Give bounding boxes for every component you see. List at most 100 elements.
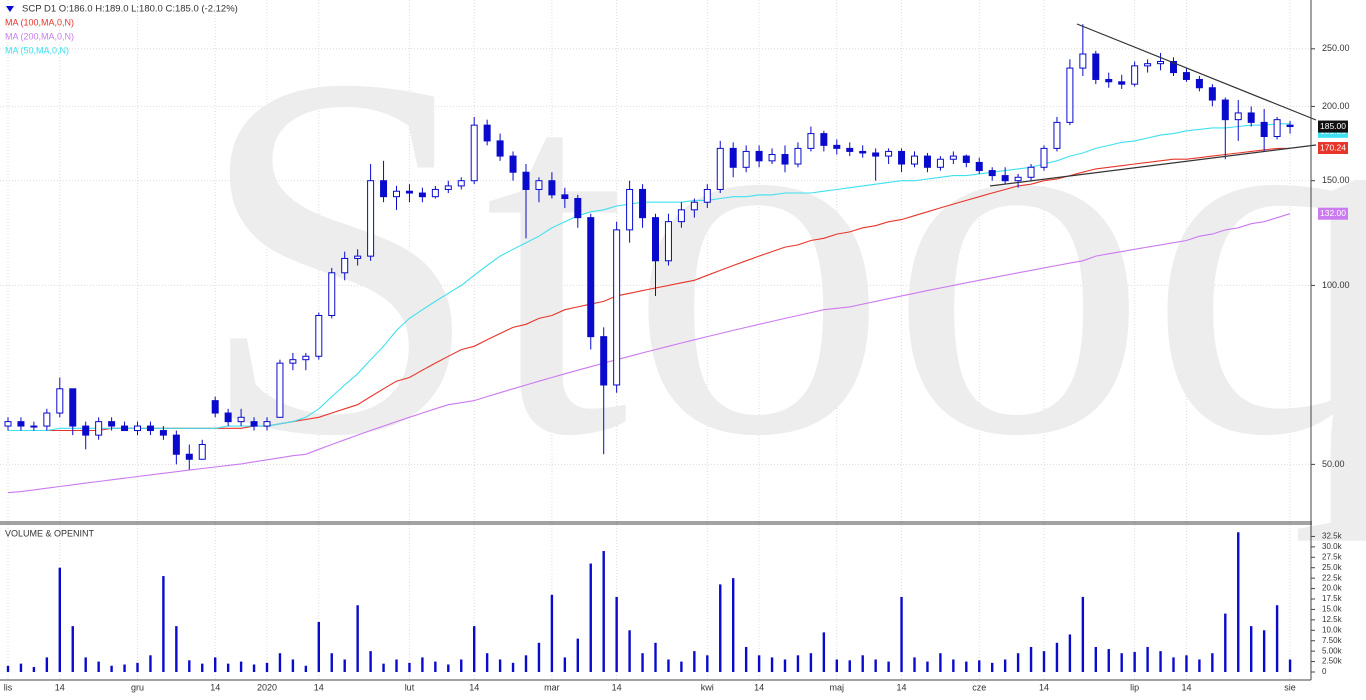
candle-body xyxy=(949,155,957,160)
candle-body xyxy=(600,336,608,386)
candle-body xyxy=(1027,166,1035,178)
volume-bar xyxy=(589,563,592,672)
volume-bar xyxy=(1133,651,1136,672)
volume-bar xyxy=(265,662,269,672)
candle-body xyxy=(794,147,802,165)
panel-title: VOLUME & OPENINT xyxy=(5,528,95,538)
candle-body xyxy=(56,388,64,414)
volume-bar xyxy=(460,659,463,672)
x-tick-label: 14 xyxy=(612,682,622,692)
candle-body xyxy=(1273,119,1281,138)
x-tick-label: 2020 xyxy=(257,682,277,692)
volume-bar xyxy=(809,653,813,672)
y-tick-label: 15.0k xyxy=(1322,605,1343,614)
x-tick-label: sie xyxy=(1284,682,1296,692)
volume-bar xyxy=(978,660,981,672)
volume-bar xyxy=(110,665,113,672)
volume-bar xyxy=(874,659,877,672)
candle-body xyxy=(380,180,388,198)
volume-bar xyxy=(330,653,333,672)
volume-bar xyxy=(421,657,424,672)
volume-bar xyxy=(175,626,178,672)
volume-bar xyxy=(58,567,61,672)
candle-body xyxy=(1234,112,1242,121)
candle-body xyxy=(263,421,271,427)
volume-bar xyxy=(1211,653,1214,672)
volume-bar xyxy=(1237,532,1240,672)
volume-bar xyxy=(770,657,774,672)
volume-bar xyxy=(615,596,618,672)
x-tick-label: lut xyxy=(405,682,415,692)
volume-bar xyxy=(744,646,748,672)
y-tick-label: 32.5k xyxy=(1322,532,1343,541)
volume-bar xyxy=(1250,626,1253,672)
candle-body xyxy=(134,425,141,432)
candle-body xyxy=(652,217,659,262)
y-tick-label: 100.00 xyxy=(1322,280,1350,290)
volume-bar xyxy=(1288,659,1292,672)
volume-bar xyxy=(291,659,295,672)
candle-body xyxy=(962,155,970,163)
price-label-box xyxy=(1318,207,1348,220)
candle-body xyxy=(1053,121,1061,149)
volume-bar xyxy=(719,584,722,672)
volume-bar xyxy=(900,596,903,672)
candle-body xyxy=(1066,67,1074,123)
volume-bar xyxy=(1068,634,1072,672)
candle-body xyxy=(328,272,336,316)
volume-bar xyxy=(602,551,605,672)
volume-bar xyxy=(1094,646,1097,672)
candle-body xyxy=(30,425,38,428)
volume-bar xyxy=(1107,649,1110,672)
volume-bar xyxy=(45,657,49,672)
candle-body xyxy=(211,400,219,414)
candle-body xyxy=(483,124,491,142)
collapse-icon[interactable] xyxy=(6,6,14,12)
volume-bar xyxy=(706,655,709,672)
candle-body xyxy=(341,257,349,274)
candle-body xyxy=(807,133,815,149)
volume-bar xyxy=(369,651,372,672)
volume-bar xyxy=(317,621,320,672)
candle-body xyxy=(95,421,103,436)
volume-bar xyxy=(1016,653,1020,672)
volume-bar xyxy=(498,659,502,672)
candle-body xyxy=(237,416,245,423)
ma-line xyxy=(8,147,1290,432)
candle-body xyxy=(859,150,867,154)
y-tick-label: 200.00 xyxy=(1322,101,1350,111)
candle-body xyxy=(664,221,672,262)
volume-bar xyxy=(511,662,515,672)
y-tick-label: 50.00 xyxy=(1322,459,1345,469)
candle-body xyxy=(276,362,284,418)
volume-bar xyxy=(796,655,800,672)
candle-body xyxy=(716,147,724,190)
volume-bar xyxy=(641,653,644,672)
candle-body xyxy=(755,150,763,162)
candle-body xyxy=(1131,65,1139,85)
candle-body xyxy=(1221,99,1229,121)
candle-body xyxy=(898,150,906,165)
volume-bar xyxy=(654,642,657,672)
candle-body xyxy=(444,185,452,190)
candle-body xyxy=(1182,72,1190,80)
volume-bar xyxy=(304,665,308,672)
candle-body xyxy=(729,147,737,168)
volume-bar xyxy=(1055,642,1059,672)
volume-bar xyxy=(835,659,838,672)
candle-body xyxy=(418,192,426,198)
volume-bar xyxy=(913,657,916,672)
x-tick-label: kwi xyxy=(701,682,714,692)
candle-body xyxy=(587,217,595,338)
volume-bar xyxy=(926,661,929,672)
candle-body xyxy=(833,144,841,149)
candle-body xyxy=(224,412,232,423)
candle-body xyxy=(1001,175,1009,182)
candle-body xyxy=(354,255,362,259)
ma-line xyxy=(8,123,1290,432)
candle-body xyxy=(820,133,828,146)
legend-entry: MA (200,MA,0,N) xyxy=(5,31,74,41)
candle-body xyxy=(1092,53,1100,80)
y-tick-label: 150.00 xyxy=(1322,175,1350,185)
